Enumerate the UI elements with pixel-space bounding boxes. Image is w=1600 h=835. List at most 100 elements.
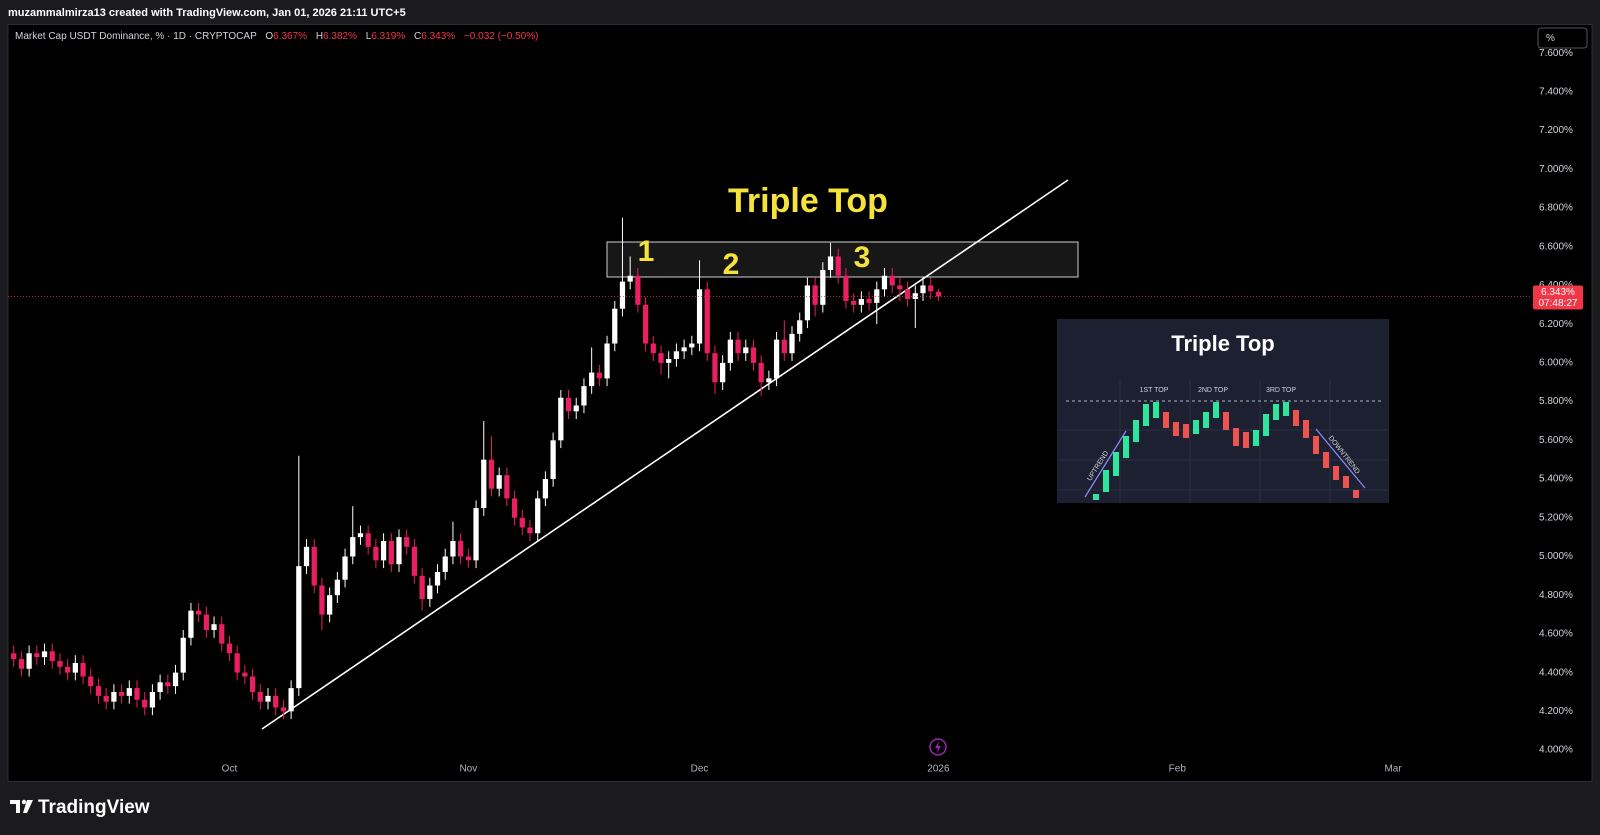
event-icon-bolt: [935, 741, 941, 753]
top-label: 3: [854, 241, 871, 274]
candle-body: [280, 707, 287, 712]
candle-body: [357, 533, 364, 538]
candle-body: [750, 347, 757, 363]
inset-title: Triple Top: [1171, 331, 1274, 356]
candle-body: [203, 614, 209, 631]
candle-body: [789, 333, 795, 354]
candle-body: [496, 475, 502, 489]
candle-body: [434, 571, 441, 586]
candle-body: [126, 688, 132, 696]
scale-button-label[interactable]: %: [1546, 33, 1555, 44]
candle-body: [565, 397, 572, 412]
x-tick-label: Feb: [1169, 764, 1187, 775]
candle-body: [327, 595, 333, 615]
candle-body: [904, 289, 911, 300]
logo: [10, 799, 33, 813]
candle-body: [211, 624, 217, 631]
y-tick-label: 7.400%: [1539, 87, 1573, 98]
candle-body: [812, 285, 818, 305]
candle-body: [111, 691, 117, 702]
candle-body: [180, 637, 186, 673]
candle-body: [65, 666, 71, 673]
candle-body: [365, 533, 371, 547]
inset-candles: [1093, 402, 1359, 500]
candle-body: [781, 339, 787, 354]
candle-body: [897, 285, 903, 290]
y-tick-label: 4.000%: [1539, 745, 1573, 756]
candle-body: [658, 353, 664, 363]
candle-body: [635, 275, 641, 305]
inset-downtrend-line: [1315, 428, 1366, 489]
candle-body: [542, 479, 549, 499]
y-tick-label: 5.800%: [1539, 396, 1573, 407]
inset-label: 2ND TOP: [1198, 387, 1228, 394]
y-tick-label: 7.000%: [1539, 164, 1573, 175]
y-tick-label: 4.400%: [1539, 667, 1573, 678]
ohlc-value: 6.367%: [273, 31, 307, 42]
symbol: Market Cap USDT Dominance, % · 1D · CRYP…: [15, 31, 257, 42]
candle-body: [889, 275, 895, 286]
trend-line: [261, 179, 1069, 730]
candle-body: [11, 653, 17, 660]
brand: TradingView: [38, 797, 150, 818]
y-tick-label: 4.800%: [1539, 590, 1573, 601]
candle-body: [265, 695, 271, 702]
candle-body: [18, 659, 25, 669]
candle-body: [242, 672, 248, 677]
candle-body: [527, 527, 533, 534]
candle-body: [558, 397, 564, 441]
x-tick-label: 2026: [927, 764, 950, 775]
candle-body: [442, 556, 448, 572]
candle-body: [535, 498, 541, 534]
candle-body: [411, 546, 418, 576]
candle-body: [34, 653, 40, 658]
y-tick-label: 7.200%: [1539, 125, 1573, 136]
candle-body: [72, 662, 78, 673]
candle-body: [172, 672, 179, 687]
event-icon[interactable]: [929, 738, 947, 756]
candle-body: [118, 691, 125, 696]
candle-body: [249, 676, 256, 692]
candle-body: [650, 343, 656, 354]
scale-button[interactable]: [1537, 27, 1588, 49]
candles: [11, 217, 942, 720]
candle-body: [866, 299, 872, 303]
y-tick-label: 4.200%: [1539, 706, 1573, 717]
candle-body: [596, 372, 602, 379]
y-tick-label: 5.000%: [1539, 551, 1573, 562]
candle-body: [342, 556, 348, 580]
header-text: muzammalmirza13 created with TradingView…: [8, 7, 406, 19]
candle-body: [95, 686, 102, 696]
ohlc-value: 6.343%: [421, 31, 455, 42]
annotation-title: Triple Top: [728, 182, 888, 220]
candle-body: [696, 289, 703, 344]
candle-body: [735, 339, 741, 354]
inset-label: 3RD TOP: [1266, 387, 1296, 394]
candle-body: [511, 498, 518, 518]
candle-body: [627, 275, 633, 282]
inset-label: 1ST TOP: [1140, 387, 1169, 394]
change: −0.032 (−0.50%): [464, 31, 539, 42]
candle-body: [835, 256, 841, 276]
candle-body: [273, 695, 279, 708]
candle-body: [673, 351, 680, 360]
candle-body: [311, 546, 317, 586]
candle-body: [881, 275, 888, 290]
candle-body: [142, 699, 148, 708]
candle-body: [619, 281, 626, 309]
candle-body: [134, 688, 140, 700]
y-tick-label: 6.200%: [1539, 319, 1573, 330]
candle-body: [920, 285, 926, 294]
candle-body: [727, 339, 733, 363]
candle-body: [712, 353, 718, 383]
y-tick-label: 5.200%: [1539, 512, 1573, 523]
candle-body: [350, 537, 356, 557]
candle-body: [380, 540, 387, 561]
candle-body: [858, 299, 864, 305]
candle-body: [604, 343, 610, 379]
candle-body: [334, 579, 340, 596]
candle-body: [827, 256, 834, 270]
candle-body: [49, 651, 55, 662]
y-tick-label: 6.000%: [1539, 358, 1573, 369]
